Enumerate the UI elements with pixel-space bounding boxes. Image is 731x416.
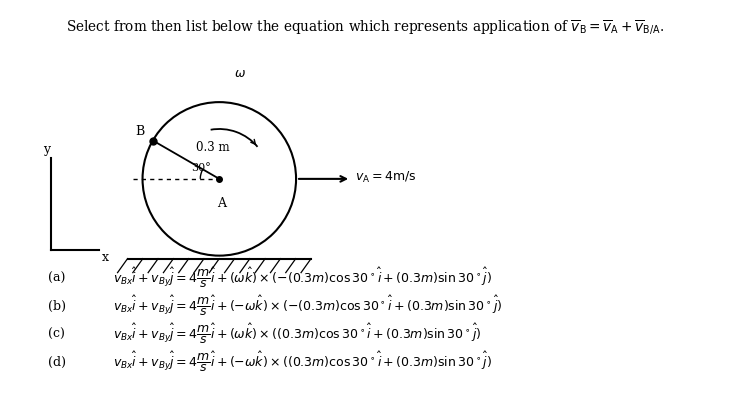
Text: (b): (b) — [48, 300, 66, 312]
Text: $\omega$: $\omega$ — [235, 67, 246, 80]
Text: $v_{Bx}\hat{i} + v_{By}\hat{j} = 4\dfrac{m}{s}\hat{i} + (\omega\hat{k}) \times (: $v_{Bx}\hat{i} + v_{By}\hat{j} = 4\dfrac… — [113, 266, 492, 290]
Text: B: B — [135, 124, 145, 138]
Text: $v_\mathrm{A} = 4\mathrm{m/s}$: $v_\mathrm{A} = 4\mathrm{m/s}$ — [355, 170, 417, 186]
Text: $v_{Bx}\hat{i} + v_{By}\hat{j} = 4\dfrac{m}{s}\hat{i} + (-\omega\hat{k}) \times : $v_{Bx}\hat{i} + v_{By}\hat{j} = 4\dfrac… — [113, 294, 503, 318]
Text: A: A — [217, 197, 226, 210]
Text: (c): (c) — [48, 327, 64, 341]
Text: $v_{Bx}\hat{i} + v_{By}\hat{j} = 4\dfrac{m}{s}\hat{i} + (\omega\hat{k}) \times (: $v_{Bx}\hat{i} + v_{By}\hat{j} = 4\dfrac… — [113, 322, 482, 346]
Text: $v_{Bx}\hat{i} + v_{By}\hat{j} = 4\dfrac{m}{s}\hat{i} + (-\omega\hat{k}) \times : $v_{Bx}\hat{i} + v_{By}\hat{j} = 4\dfrac… — [113, 350, 492, 374]
Text: (a): (a) — [48, 272, 65, 285]
Text: (d): (d) — [48, 356, 66, 369]
Text: 30°: 30° — [192, 163, 211, 173]
Text: x: x — [102, 250, 109, 264]
Text: Select from then list below the equation which represents application of $\overl: Select from then list below the equation… — [67, 19, 664, 37]
Text: 0.3 m: 0.3 m — [196, 141, 230, 154]
Text: y: y — [42, 143, 50, 156]
